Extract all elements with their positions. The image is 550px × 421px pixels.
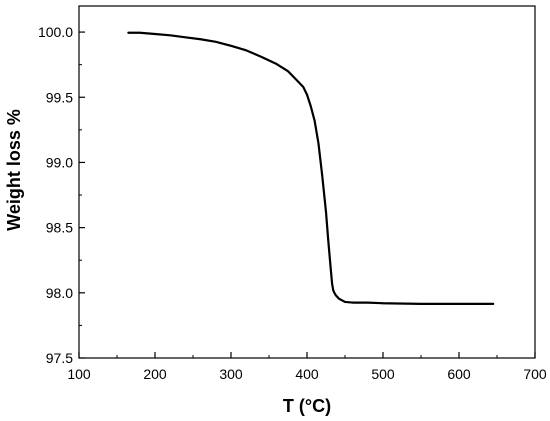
x-tick-label: 200 xyxy=(143,366,167,382)
x-tick-label: 100 xyxy=(67,366,91,382)
axes: 100 200 300 400 500 600 700 97.5 98.0 98.5 99.0 99.… xyxy=(38,5,547,382)
series-line xyxy=(127,31,495,305)
y-tick-label: 98.0 xyxy=(46,285,73,301)
plot-frame xyxy=(78,5,536,359)
x-tick-label: 700 xyxy=(523,366,547,382)
series-layer xyxy=(127,31,495,305)
x-tick-label: 300 xyxy=(219,366,243,382)
y-tick-label: 99.0 xyxy=(46,154,73,170)
x-tick-label: 500 xyxy=(371,366,395,382)
x-tick-label: 400 xyxy=(295,366,319,382)
y-tick-label: 97.5 xyxy=(46,350,73,366)
y-tick-label: 100.0 xyxy=(38,24,73,40)
y-tick-label: 99.5 xyxy=(46,89,73,105)
y-axis-label: Weight loss % xyxy=(4,109,24,231)
x-axis-label: T (°C) xyxy=(283,396,331,416)
x-tick-label: 600 xyxy=(447,366,471,382)
y-tick-label: 98.5 xyxy=(46,220,73,236)
